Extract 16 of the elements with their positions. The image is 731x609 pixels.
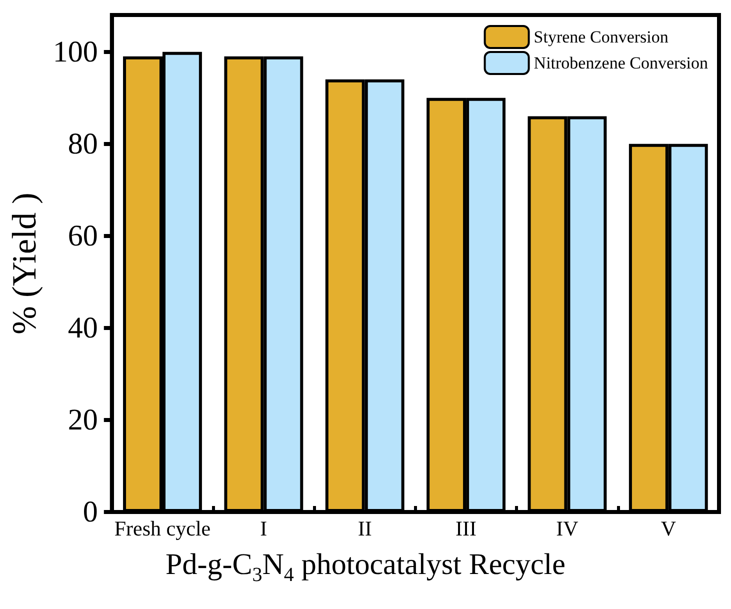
x-tick-label: I bbox=[260, 516, 268, 540]
y-tick-label: 40 bbox=[68, 311, 98, 344]
y-tick-label: 100 bbox=[52, 35, 98, 68]
x-tick-label: IV bbox=[556, 516, 578, 540]
x-tick-label: III bbox=[456, 516, 477, 540]
x-axis-title: Pd-g-C$_{3}$N$_{4}$ photocatalyst Recycle bbox=[164, 548, 566, 587]
y-tick-label: 20 bbox=[68, 403, 98, 436]
x-tick-label: Fresh cycle bbox=[114, 516, 211, 540]
y-tick-label: 0 bbox=[82, 496, 98, 528]
y-tick-label: 80 bbox=[68, 127, 98, 160]
y-tick-label: 60 bbox=[68, 219, 98, 252]
y-axis-title: % (Yield ) bbox=[6, 192, 44, 334]
legend-label: Styrene Conversion bbox=[534, 28, 669, 46]
legend-label: Nitrobenzene Conversion bbox=[534, 54, 708, 72]
x-tick-label: V bbox=[660, 516, 676, 540]
x-tick-label: II bbox=[358, 516, 372, 540]
